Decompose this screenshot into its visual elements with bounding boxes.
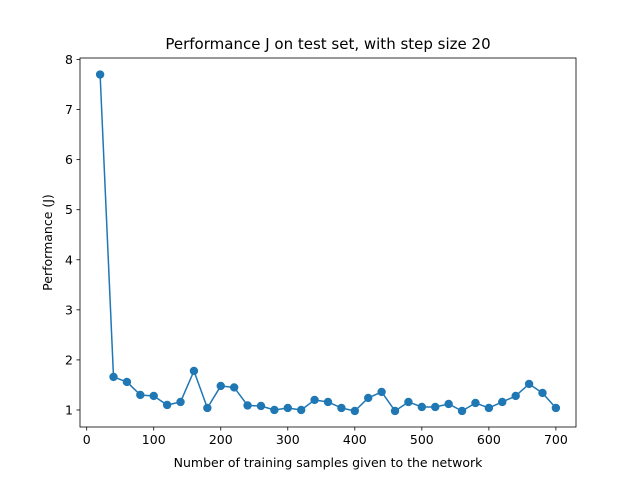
data-point [283,403,292,413]
data-point [296,405,306,415]
data-point [176,397,185,407]
data-point [511,391,520,401]
axis-ticks: 0 100 200 300 400 500 600 700 1 2 3 4 5 6 7 8 [65,52,568,447]
x-tick-label: 500 [410,432,434,447]
data-point [350,406,360,416]
data-point [471,398,480,408]
y-axis-label: Performance (J) [40,194,55,291]
data-point [377,387,386,397]
data-point [404,397,413,407]
data-point [457,406,467,416]
data-point [162,400,172,410]
data-point [431,402,440,412]
x-tick-label: 400 [343,432,367,447]
data-point [390,406,400,416]
series-layer [95,70,561,416]
data-point [524,379,534,389]
data-point [256,401,266,411]
data-point [136,390,145,400]
data-point [243,401,252,410]
x-tick-label: 700 [544,432,568,447]
y-tick-label: 4 [65,252,73,267]
data-point [95,70,105,79]
data-point [149,391,158,401]
data-point [364,393,373,403]
y-tick-label: 1 [65,402,73,417]
y-tick-label: 5 [65,202,73,217]
data-point [189,366,199,376]
y-tick-label: 2 [65,352,73,367]
x-tick-label: 100 [142,432,166,447]
data-point [122,377,132,387]
data-point [310,395,319,405]
plot-frame [79,57,577,428]
data-point [444,399,453,409]
data-point [498,397,507,407]
x-tick-label: 600 [477,432,501,447]
data-point [538,388,547,398]
data-point [323,397,333,407]
x-tick-label: 200 [209,432,233,447]
y-tick-label: 6 [65,152,73,167]
x-tick-label: 0 [83,432,91,447]
data-point [229,383,239,392]
chart-title: Performance J on test set, with step siz… [165,35,490,53]
x-tick-label: 300 [276,432,300,447]
data-point [337,403,346,413]
x-axis-label: Number of training samples given to the … [174,455,483,470]
y-tick-label: 8 [65,52,73,67]
plot-background [80,58,576,427]
data-point [203,403,212,413]
data-point [216,381,225,391]
data-point [109,372,118,382]
data-point [551,403,561,413]
y-tick-label: 7 [65,102,73,117]
y-tick-label: 3 [65,302,73,317]
data-point [270,405,279,415]
data-point [484,403,494,413]
data-point [417,402,427,412]
